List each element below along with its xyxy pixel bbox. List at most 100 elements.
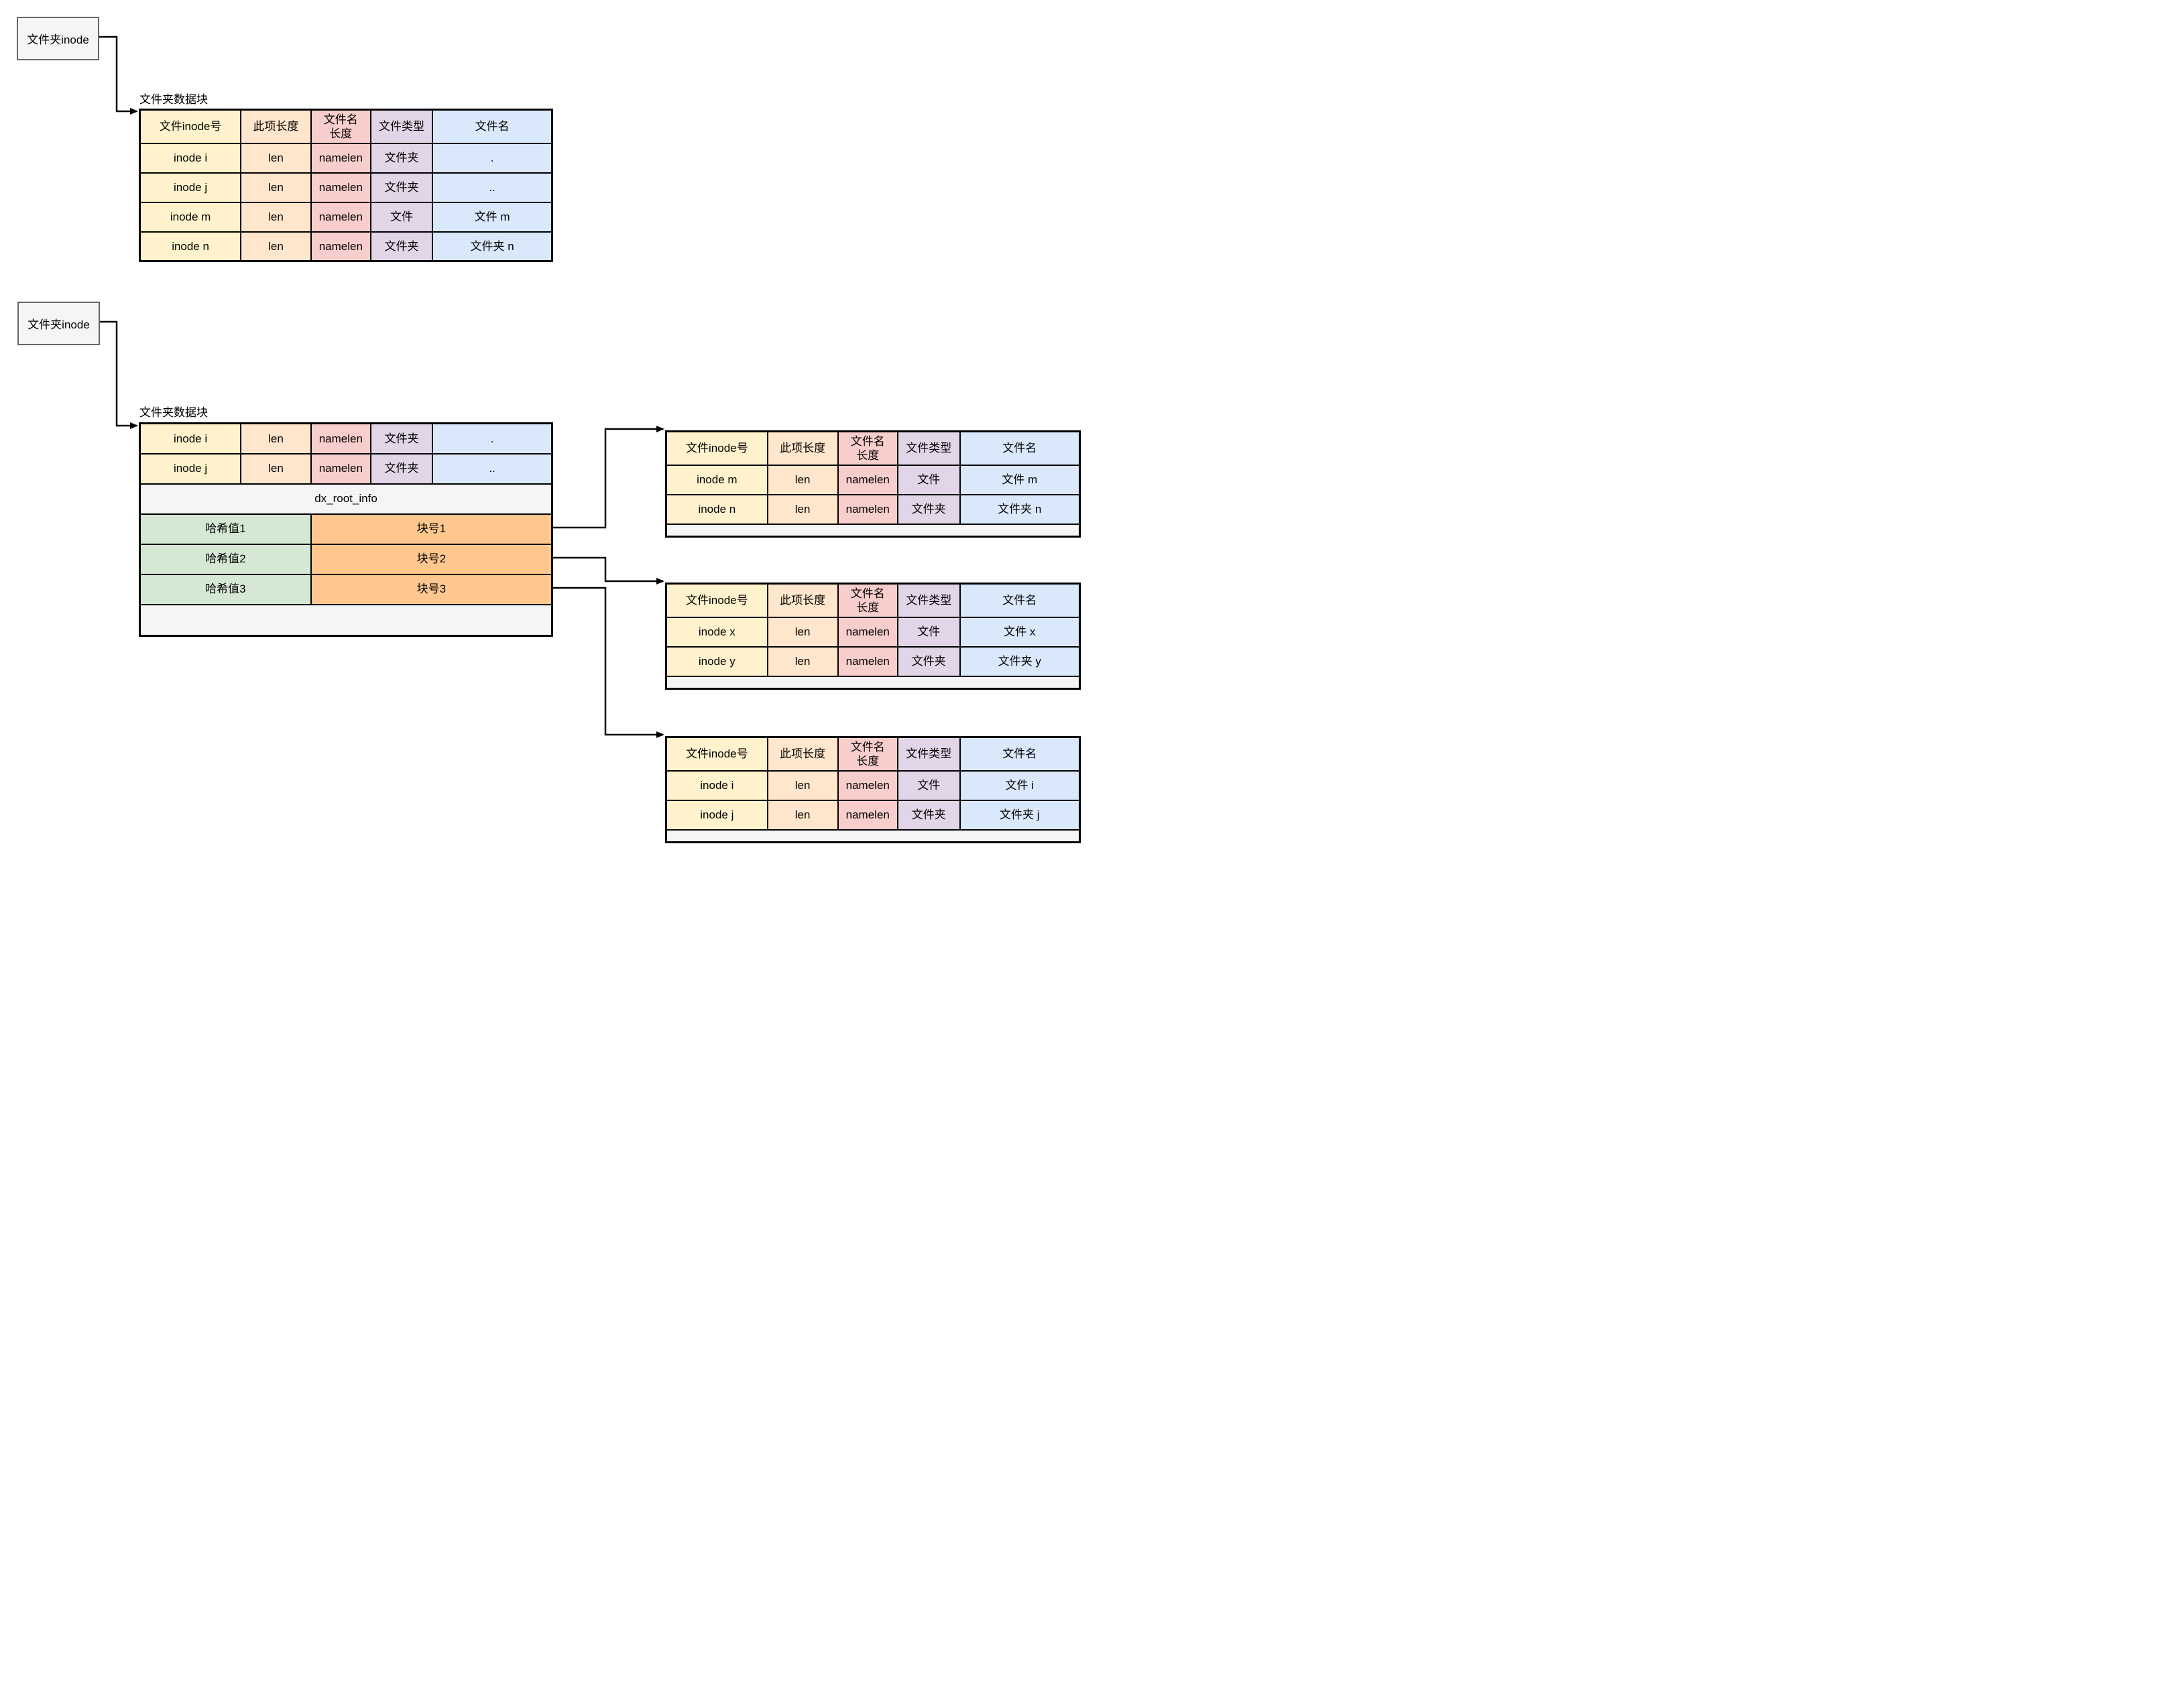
cell: inode n <box>665 493 768 525</box>
table-row: inode j len namelen 文件夹 .. <box>139 452 553 485</box>
cell: len <box>766 646 839 677</box>
arrow-inode1-to-datablock1 <box>97 36 138 115</box>
dx-root-info-row: dx_root_info <box>139 483 553 515</box>
header-cell: 文件inode号 <box>665 583 768 618</box>
diagram-canvas: 文件夹inode 文件夹数据块 文件inode号 此项长度 文件名 长度 文件类… <box>0 0 1091 854</box>
cell: 文件夹 <box>369 231 434 262</box>
cell: len <box>240 452 312 485</box>
hash-cell: 哈希值3 <box>139 573 312 605</box>
cell: . <box>432 142 553 174</box>
hash-block-row: 哈希值3 块号3 <box>139 573 553 605</box>
cell: inode m <box>665 464 768 495</box>
cell: namelen <box>310 142 371 174</box>
header-cell: 文件名 长度 <box>837 430 898 466</box>
cell: len <box>240 172 312 203</box>
header-cell: 此项长度 <box>766 736 839 772</box>
header-cell: 文件名 长度 <box>837 736 898 772</box>
empty-cell <box>665 675 1081 690</box>
folder-inode-label-2: 文件夹inode <box>27 318 90 331</box>
header-cell: 文件名 <box>959 430 1081 466</box>
dx-root-table: inode i len namelen 文件夹 . inode j len na… <box>139 422 553 637</box>
cell: 文件夹 <box>896 799 961 831</box>
header-cell: 文件名 长度 <box>837 583 898 618</box>
header-cell: 文件名 长度 <box>310 109 371 144</box>
cell: 文件夹 <box>896 493 961 525</box>
cell: .. <box>432 172 553 203</box>
header-cell: 文件inode号 <box>665 430 768 466</box>
cell: namelen <box>310 422 371 454</box>
table-row: inode i len namelen 文件 文件 i <box>665 770 1081 801</box>
dir-data-block-table-1: 文件inode号 此项长度 文件名 长度 文件类型 文件名 inode i le… <box>139 109 553 262</box>
block-no-cell: 块号2 <box>310 543 553 575</box>
cell: namelen <box>837 646 898 677</box>
cell: namelen <box>310 172 371 203</box>
table-row: inode n len namelen 文件夹 文件夹 n <box>665 493 1081 525</box>
cell: 文件夹 <box>369 172 434 203</box>
cell: namelen <box>837 799 898 831</box>
cell: 文件 m <box>432 201 553 233</box>
cell: namelen <box>837 493 898 525</box>
table-header-row: 文件inode号 此项长度 文件名 长度 文件类型 文件名 <box>665 736 1081 772</box>
header-cell: 文件名 <box>432 109 553 144</box>
cell: inode x <box>665 616 768 648</box>
header-cell: 此项长度 <box>240 109 312 144</box>
header-cell: 文件名 <box>959 583 1081 618</box>
header-cell: 文件inode号 <box>665 736 768 772</box>
cell: inode m <box>139 201 242 233</box>
cell: 文件夹 y <box>959 646 1081 677</box>
table-header-row: 文件inode号 此项长度 文件名 长度 文件类型 文件名 <box>665 583 1081 618</box>
header-cell: 文件类型 <box>896 430 961 466</box>
cell: len <box>766 616 839 648</box>
table-row: inode x len namelen 文件 文件 x <box>665 616 1081 648</box>
block-no-cell: 块号1 <box>310 513 553 545</box>
cell: namelen <box>837 770 898 801</box>
folder-inode-box-1: 文件夹inode <box>17 17 99 60</box>
cell: len <box>766 770 839 801</box>
hash-block-row: 哈希值1 块号1 <box>139 513 553 545</box>
cell: 文件夹 <box>369 142 434 174</box>
dx-root-info-cell: dx_root_info <box>139 483 553 515</box>
header-cell: 文件类型 <box>896 736 961 772</box>
table-row: inode j len namelen 文件夹 文件夹 j <box>665 799 1081 831</box>
cell: 文件夹 <box>896 646 961 677</box>
cell: namelen <box>310 452 371 485</box>
cell: 文件夹 j <box>959 799 1081 831</box>
cell: 文件夹 n <box>959 493 1081 525</box>
cell: namelen <box>310 201 371 233</box>
table-row: inode i len namelen 文件夹 . <box>139 142 553 174</box>
cell: inode i <box>139 142 242 174</box>
block-no-cell: 块号3 <box>310 573 553 605</box>
cell: 文件 x <box>959 616 1081 648</box>
cell: 文件 <box>896 464 961 495</box>
empty-row <box>665 675 1081 690</box>
hash-cell: 哈希值1 <box>139 513 312 545</box>
cell: inode j <box>139 172 242 203</box>
empty-row <box>665 523 1081 538</box>
cell: namelen <box>837 464 898 495</box>
table-row: inode y len namelen 文件夹 文件夹 y <box>665 646 1081 677</box>
cell: len <box>240 201 312 233</box>
empty-row <box>665 829 1081 843</box>
table-row: inode j len namelen 文件夹 .. <box>139 172 553 203</box>
cell: len <box>240 231 312 262</box>
cell: 文件夹 n <box>432 231 553 262</box>
folder-inode-label-1: 文件夹inode <box>27 34 89 46</box>
cell: len <box>240 422 312 454</box>
arrow-block2-to-leaf2 <box>553 556 664 585</box>
cell: . <box>432 422 553 454</box>
arrow-block3-to-leaf3 <box>553 587 664 738</box>
leaf-table-1: 文件inode号 此项长度 文件名 长度 文件类型 文件名 inode m le… <box>665 430 1081 538</box>
cell: namelen <box>837 616 898 648</box>
table-row: inode i len namelen 文件夹 . <box>139 422 553 454</box>
hash-cell: 哈希值2 <box>139 543 312 575</box>
empty-cell <box>665 829 1081 843</box>
table-header-row: 文件inode号 此项长度 文件名 长度 文件类型 文件名 <box>665 430 1081 466</box>
cell: namelen <box>310 231 371 262</box>
cell: inode n <box>139 231 242 262</box>
header-cell: 此项长度 <box>766 430 839 466</box>
empty-cell <box>139 603 553 637</box>
cell: 文件夹 <box>369 422 434 454</box>
cell: len <box>766 799 839 831</box>
leaf-table-3: 文件inode号 此项长度 文件名 长度 文件类型 文件名 inode i le… <box>665 736 1081 843</box>
table-row: inode m len namelen 文件 文件 m <box>665 464 1081 495</box>
